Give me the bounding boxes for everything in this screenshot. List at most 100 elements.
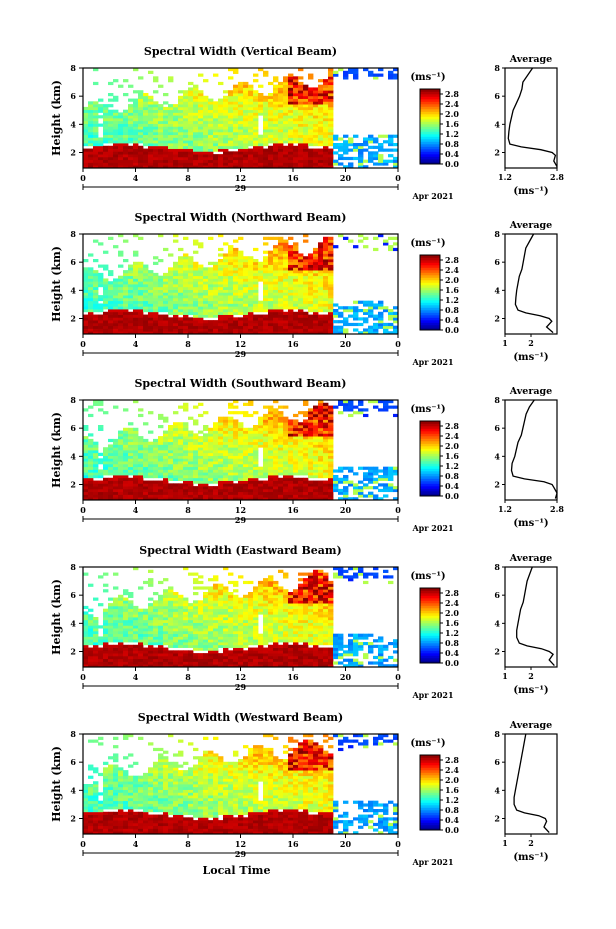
heatmap-cell [303, 131, 309, 136]
heatmap-cell [83, 438, 89, 443]
heatmap-cell [378, 68, 384, 72]
heatmap-cell [103, 115, 109, 119]
heatmap-cell [278, 264, 284, 268]
heatmap-cell [353, 68, 359, 72]
heatmap-cell [138, 275, 144, 279]
heatmap-cell [118, 455, 124, 459]
heatmap-cell [238, 430, 244, 434]
heatmap-cell [193, 98, 199, 102]
heatmap-cell [268, 328, 274, 332]
heatmap-cell [138, 284, 144, 288]
heatmap-cell [308, 259, 314, 263]
heatmap-cell [388, 311, 394, 315]
heatmap-cell [153, 475, 159, 479]
heatmap-cell [248, 278, 254, 282]
heatmap-cell [308, 447, 314, 451]
heatmap-cell [178, 162, 184, 166]
heatmap-cell [173, 422, 179, 426]
heatmap-cell [273, 497, 279, 501]
heatmap-cell [303, 234, 309, 238]
heatmap-cell [238, 286, 244, 290]
heatmap-cell [108, 284, 114, 288]
heatmap-cell [203, 295, 209, 299]
heatmap-cell [248, 93, 254, 97]
heatmap-cell [218, 419, 224, 423]
heatmap-cell [313, 165, 319, 169]
heatmap-cell [103, 461, 109, 465]
heatmap-cell [218, 322, 224, 327]
heatmap-cell [123, 444, 129, 448]
heatmap-cell [303, 436, 309, 440]
heatmap-cell [138, 475, 144, 479]
heatmap-cell [93, 658, 99, 662]
profile-frame [504, 67, 558, 169]
heatmap-cell [353, 317, 359, 321]
heatmap-cell [98, 143, 104, 147]
heatmap-cell [373, 331, 379, 335]
heatmap-cell [173, 137, 179, 141]
heatmap-cell [383, 494, 389, 498]
heatmap-cell [208, 159, 214, 163]
heatmap-cell [253, 430, 259, 434]
heatmap-cell [233, 306, 239, 310]
heatmap-cell [188, 320, 194, 324]
heatmap-cell [298, 441, 304, 445]
heatmap-cell [223, 317, 229, 321]
heatmap-cell [308, 87, 314, 91]
heatmap-cell [263, 126, 269, 130]
heatmap-cell [198, 267, 204, 271]
heatmap-cell [178, 452, 184, 456]
heatmap-cell [263, 129, 269, 133]
heatmap-cell [278, 419, 284, 423]
heatmap-cell [198, 295, 204, 299]
heatmap-cell [273, 131, 279, 136]
heatmap-cell [393, 76, 399, 80]
heatmap-cell [308, 137, 314, 141]
heatmap-cell [108, 112, 114, 116]
heatmap-cell [233, 475, 239, 479]
heatmap-cell [108, 617, 114, 621]
heatmap-cell [283, 109, 289, 113]
heatmap-cell [208, 145, 214, 149]
heatmap-cell [118, 491, 124, 495]
heatmap-cell [308, 438, 314, 443]
heatmap-cell [383, 162, 389, 166]
heatmap-cell [313, 458, 319, 462]
heatmap-cell [328, 264, 334, 268]
heatmap-cell [233, 162, 239, 166]
heatmap-cell [143, 286, 149, 290]
heatmap-cell [238, 427, 244, 431]
heatmap-cell [128, 325, 134, 329]
heatmap-cell [278, 275, 284, 279]
heatmap-cell [283, 264, 289, 268]
heatmap-cell [203, 131, 209, 136]
heatmap-cell [263, 70, 269, 74]
colorbar-swatch [420, 144, 440, 147]
heatmap-cell [128, 636, 134, 640]
heatmap-cell [273, 101, 279, 105]
heatmap-cell [303, 292, 309, 296]
heatmap-cell [283, 270, 289, 274]
heatmap-cell [313, 314, 319, 318]
heatmap-cell [213, 452, 219, 456]
heatmap-cell [218, 452, 224, 456]
heatmap-cell [238, 292, 244, 296]
heatmap-cell [263, 112, 269, 116]
heatmap-cell [223, 109, 229, 113]
heatmap-cell [298, 331, 304, 335]
heatmap-cell [83, 156, 89, 161]
heatmap-cell [88, 120, 94, 124]
heatmap-cell [138, 236, 144, 240]
heatmap [83, 234, 399, 335]
heatmap-cell [283, 311, 289, 315]
heatmap-cell [243, 483, 249, 487]
heatmap-cell [373, 145, 379, 149]
heatmap-cell [213, 264, 219, 268]
heatmap-cell [208, 112, 214, 116]
heatmap-cell [323, 405, 329, 409]
heatmap-cell [103, 483, 109, 487]
heatmap-cell [283, 247, 289, 252]
heatmap-cell [83, 441, 89, 445]
heatmap-cell [193, 320, 199, 324]
heatmap-cell [318, 131, 324, 136]
